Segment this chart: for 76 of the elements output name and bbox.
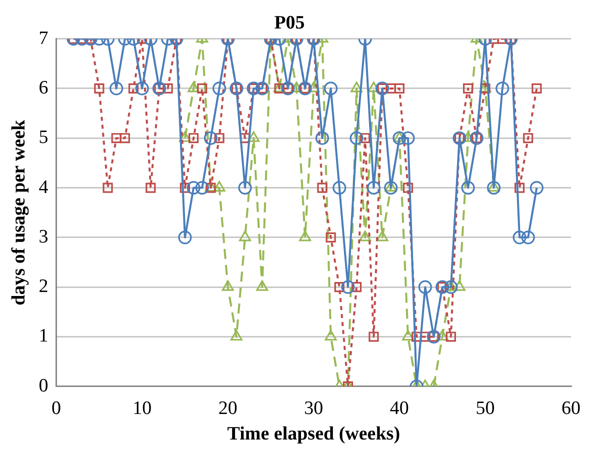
point bbox=[214, 133, 224, 144]
x-tick-label: 20 bbox=[218, 398, 238, 419]
point bbox=[317, 182, 328, 193]
y-tick-label: 4 bbox=[38, 176, 49, 198]
point bbox=[110, 82, 124, 96]
point bbox=[436, 330, 448, 341]
point bbox=[402, 182, 414, 193]
y-tick-label: 5 bbox=[38, 127, 48, 148]
x-tick-label: 10 bbox=[132, 398, 152, 419]
y-tick-label: 6 bbox=[38, 77, 48, 98]
point bbox=[496, 82, 510, 96]
point bbox=[530, 180, 544, 195]
point bbox=[392, 131, 406, 145]
point bbox=[360, 133, 370, 144]
point bbox=[376, 230, 388, 242]
point bbox=[213, 180, 226, 192]
x-tick-label: 30 bbox=[304, 398, 324, 419]
point bbox=[188, 133, 199, 144]
point bbox=[324, 330, 337, 341]
y-tick-label: 2 bbox=[38, 276, 48, 298]
point bbox=[186, 180, 200, 195]
point bbox=[178, 230, 192, 244]
point bbox=[128, 83, 139, 94]
point bbox=[512, 230, 526, 244]
point bbox=[514, 182, 525, 193]
x-tick-label: 60 bbox=[562, 398, 580, 419]
point bbox=[256, 280, 268, 291]
point bbox=[341, 280, 355, 294]
point bbox=[523, 133, 534, 144]
point bbox=[402, 330, 414, 341]
point bbox=[238, 180, 252, 195]
point bbox=[299, 230, 312, 242]
point bbox=[453, 280, 466, 291]
point bbox=[315, 131, 330, 145]
point bbox=[204, 131, 218, 145]
y-tick-label: 0 bbox=[38, 375, 48, 396]
point bbox=[386, 83, 396, 94]
point bbox=[521, 230, 535, 244]
y-tick-label: 3 bbox=[38, 226, 48, 248]
point bbox=[230, 330, 242, 341]
point bbox=[444, 280, 458, 294]
chart-title: P05 bbox=[274, 12, 305, 34]
x-tick-label: 50 bbox=[476, 398, 495, 419]
point bbox=[180, 182, 190, 193]
point bbox=[146, 182, 156, 193]
point bbox=[135, 82, 149, 96]
point bbox=[486, 180, 501, 195]
y-axis-title: days of usage per week bbox=[8, 119, 30, 306]
point bbox=[195, 180, 209, 195]
point bbox=[324, 82, 338, 96]
point bbox=[350, 131, 364, 145]
point bbox=[461, 180, 475, 195]
point bbox=[532, 83, 542, 94]
point bbox=[212, 82, 226, 96]
point bbox=[162, 83, 173, 94]
point bbox=[359, 230, 372, 242]
y-tick-label: 1 bbox=[38, 326, 48, 347]
y-tick-label: 7 bbox=[38, 28, 48, 49]
point bbox=[326, 232, 336, 242]
point bbox=[394, 83, 404, 94]
point bbox=[401, 131, 415, 145]
point bbox=[102, 182, 113, 193]
point bbox=[239, 230, 252, 242]
point bbox=[197, 83, 208, 94]
point bbox=[366, 180, 380, 195]
point bbox=[418, 280, 432, 294]
point bbox=[94, 83, 104, 94]
point bbox=[332, 180, 346, 195]
point bbox=[384, 180, 398, 195]
point bbox=[111, 133, 122, 144]
point bbox=[120, 133, 130, 144]
point bbox=[463, 83, 474, 94]
x-tick-label: 40 bbox=[390, 398, 409, 419]
x-tick-label: 0 bbox=[52, 398, 62, 419]
point bbox=[222, 280, 234, 291]
x-axis-title: Time elapsed (weeks) bbox=[227, 424, 400, 445]
